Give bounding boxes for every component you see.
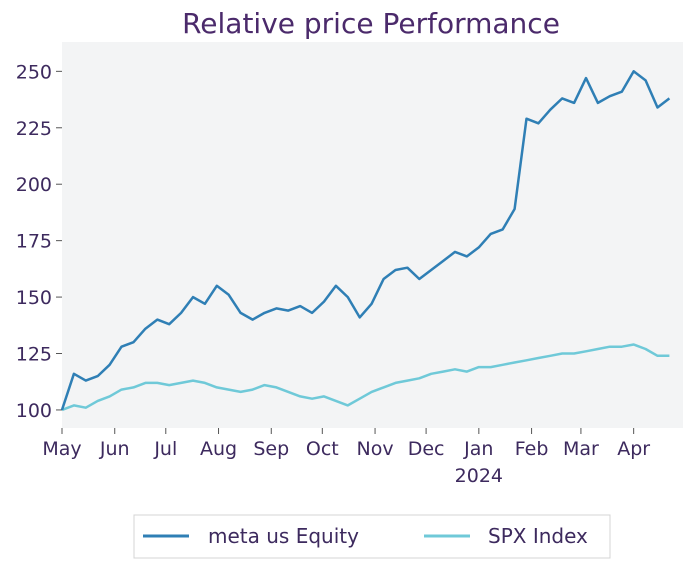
y-tick-label: 225 — [16, 118, 52, 140]
y-tick-label: 200 — [16, 174, 52, 196]
y-tick-label: 125 — [16, 344, 52, 366]
x-tick-label: Sep — [253, 438, 289, 460]
x-axis: May Jun Jul Aug Sep Oct Nov Dec Jan Feb Mar Apr 2024 — [42, 428, 650, 487]
series-lines — [60, 70, 671, 412]
y-tick-label: 150 — [16, 287, 52, 309]
x-tick-label: Jan — [463, 438, 493, 460]
x-tick-label: Jun — [99, 438, 130, 460]
x-year-label: 2024 — [455, 465, 503, 487]
x-tick-label: Oct — [306, 438, 339, 460]
y-axis: 100 125 150 175 200 225 250 — [16, 61, 62, 422]
x-tick-label: Apr — [617, 438, 650, 460]
legend-label-spx: SPX Index — [488, 524, 588, 548]
y-tick-label: 175 — [16, 231, 52, 253]
x-tick-label: Jul — [153, 438, 177, 460]
series-line-meta — [60, 70, 671, 411]
legend-label-meta: meta us Equity — [208, 524, 359, 548]
chart-title: Relative price Performance — [182, 7, 560, 40]
x-tick-label: Feb — [515, 438, 549, 460]
y-tick-label: 100 — [16, 400, 52, 422]
x-tick-label: Mar — [563, 438, 599, 460]
legend-box — [133, 514, 611, 559]
x-tick-label: May — [42, 438, 81, 460]
plot-area — [62, 42, 683, 428]
x-tick-label: Nov — [357, 438, 394, 460]
series-line-spx — [61, 343, 670, 412]
y-tick-label: 250 — [16, 61, 52, 83]
x-tick-label: Dec — [408, 438, 445, 460]
x-tick-label: Aug — [200, 438, 237, 460]
legend: meta us Equity SPX Index — [133, 514, 611, 559]
